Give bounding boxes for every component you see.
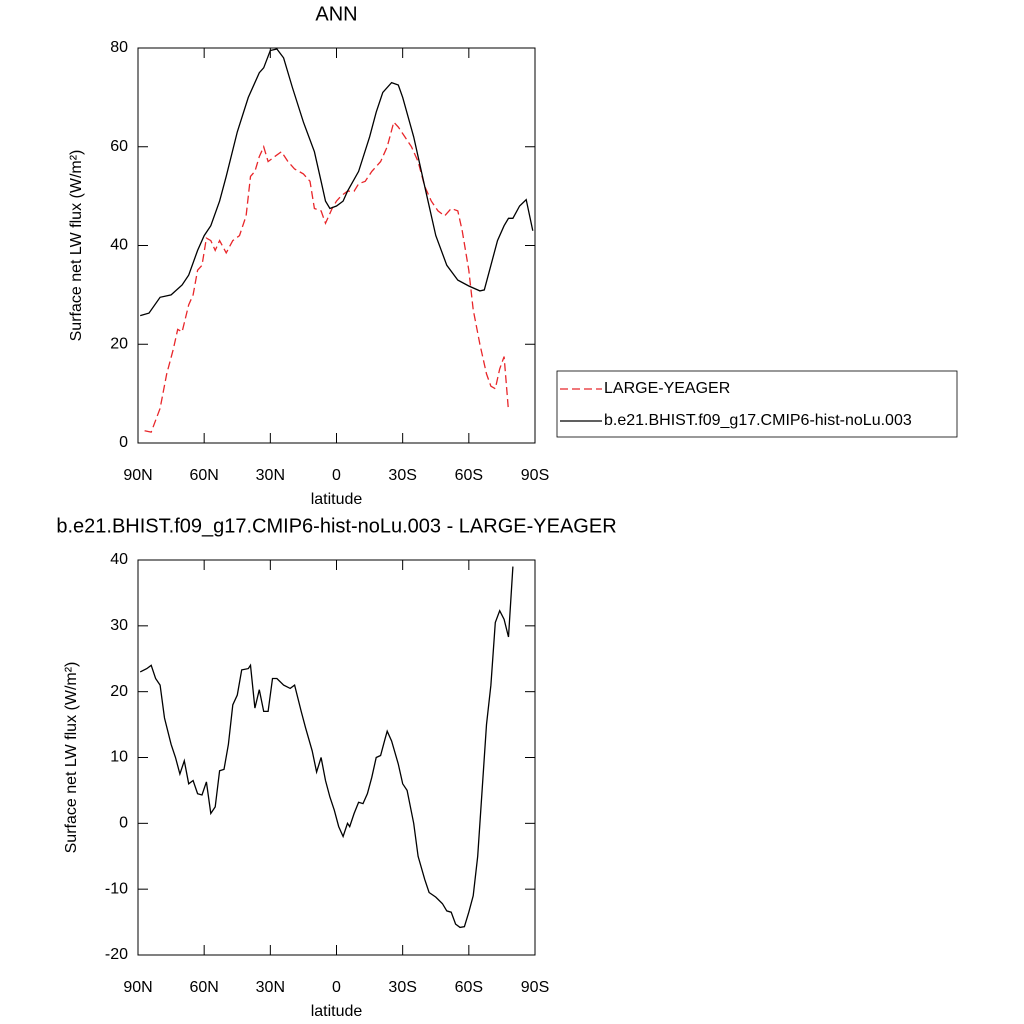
x-tick-label: 60N: [189, 979, 218, 996]
x-axis-label: latitude: [311, 1003, 363, 1020]
data-line: [140, 48, 534, 317]
x-tick-label: 90N: [123, 979, 152, 996]
x-tick-label: 30N: [256, 467, 285, 484]
x-axis-label: latitude: [311, 491, 363, 508]
data-line: [139, 566, 514, 929]
x-tick-label: 30S: [388, 467, 416, 484]
legend-box: [556, 370, 958, 438]
x-tick-label: 90S: [521, 979, 549, 996]
x-tick-label: 90N: [123, 467, 152, 484]
x-tick-label: 60N: [189, 467, 218, 484]
y-tick-label: 40: [110, 237, 128, 254]
y-tick-label: -10: [105, 880, 128, 897]
y-axis-label: Surface net LW flux (W/m²): [68, 150, 85, 342]
x-tick-label: 0: [332, 467, 341, 484]
y-tick-label: -20: [105, 946, 128, 963]
legend-label: LARGE-YEAGER: [604, 380, 730, 397]
y-tick-label: 0: [119, 434, 128, 451]
y-axis-label: Surface net LW flux (W/m²): [63, 662, 80, 854]
y-tick-label: 0: [119, 815, 128, 832]
legend-label: b.e21.BHIST.f09_g17.CMIP6-hist-noLu.003: [604, 412, 912, 429]
y-tick-label: 40: [110, 551, 128, 568]
y-tick-label: 30: [110, 617, 128, 634]
x-tick-label: 90S: [521, 467, 549, 484]
data-line: [144, 120, 510, 433]
x-tick-label: 60S: [455, 467, 483, 484]
y-tick-label: 80: [110, 39, 128, 56]
x-tick-label: 30N: [256, 979, 285, 996]
y-tick-label: 60: [110, 138, 128, 155]
plot-frame: [137, 47, 536, 444]
y-tick-label: 20: [110, 335, 128, 352]
plot-frame: [137, 559, 536, 956]
x-tick-label: 30S: [388, 979, 416, 996]
y-tick-label: 20: [110, 683, 128, 700]
x-tick-label: 0: [332, 979, 341, 996]
x-tick-label: 60S: [455, 979, 483, 996]
chart-title: ANN: [315, 3, 357, 25]
y-tick-label: 10: [110, 749, 128, 766]
chart-title: b.e21.BHIST.f09_g17.CMIP6-hist-noLu.003 …: [56, 515, 616, 537]
